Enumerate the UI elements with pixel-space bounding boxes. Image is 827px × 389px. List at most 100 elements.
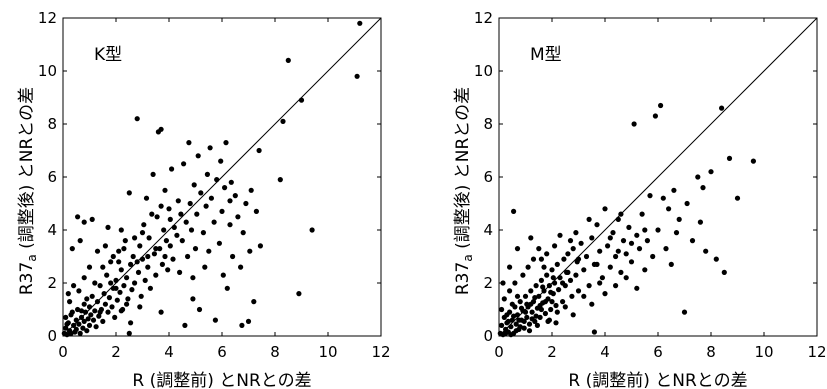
data-point [700,185,706,191]
data-point [726,155,733,161]
data-point [256,147,262,154]
data-point [137,243,143,249]
data-point [719,105,725,111]
data-point [64,321,70,327]
data-point [126,330,132,336]
y-tick-label: 10 [474,62,493,80]
data-point [92,280,98,286]
data-point [63,325,69,331]
data-point [89,293,95,299]
data-point [536,293,542,299]
data-point [100,264,106,270]
data-point [628,240,635,246]
x-tick-label: 8 [270,343,280,361]
x-tick-label: 4 [164,343,174,361]
data-point [510,208,517,214]
data-point [695,174,701,180]
y-tick-label: 12 [474,9,493,27]
reference-line [62,17,382,337]
data-point [228,179,234,185]
data-point [613,253,619,260]
data-point [636,246,643,252]
data-point [203,203,209,209]
panel-label-k: K型 [94,45,122,65]
data-point [116,248,122,254]
y-tick-label: 2 [47,274,57,292]
data-point [703,248,709,254]
data-point [533,313,539,319]
data-point [185,253,191,260]
data-point [524,314,530,320]
data-point [186,140,192,146]
data-point [499,322,505,328]
data-point [514,293,521,299]
data-point [681,309,688,315]
data-point [232,193,238,199]
data-point [552,280,558,286]
data-point [655,227,661,233]
data-point [118,308,124,314]
data-point [538,306,545,313]
data-point [154,214,160,220]
data-point [567,277,574,283]
data-point [631,121,637,127]
data-point [538,256,545,262]
data-point [570,312,576,318]
data-point [191,182,197,188]
data-point [634,232,640,238]
data-point [78,314,85,320]
data-point [121,246,127,252]
data-point [652,113,659,119]
data-point [602,291,608,297]
data-point [128,320,134,326]
data-point [607,235,613,241]
data-point [253,208,259,214]
data-point [689,238,696,244]
data-point [660,195,666,201]
data-point [135,269,142,275]
data-point [684,200,690,207]
data-point [145,253,151,260]
y-tick-label: 0 [47,327,57,345]
x-tick-label: 4 [600,343,610,361]
data-point [309,227,315,233]
data-point [81,301,87,307]
y-axis-label-k: R37a (調整後) とNRとの差 [17,87,39,295]
data-point [97,309,103,315]
data-point [605,243,611,249]
data-point [245,318,252,324]
data-point [671,187,677,193]
data-point [230,253,236,260]
data-point [169,166,175,172]
data-point [174,232,180,238]
data-point [113,277,119,283]
data-point [516,317,522,323]
data-point [578,240,584,246]
data-point [589,301,595,307]
data-point [591,329,598,335]
data-point [639,211,645,217]
data-point [157,246,163,252]
data-point [192,246,199,252]
data-point [150,171,156,177]
data-point [146,235,152,241]
data-point [227,222,233,228]
data-point [171,224,177,230]
data-point [129,287,135,293]
data-point [108,259,114,265]
data-point [132,235,138,241]
data-point [81,318,87,324]
data-point [513,321,519,327]
x-axis-label-k: R (調整前) とNRとの差 [132,371,311,389]
data-point [500,280,506,286]
data-point [567,238,574,244]
x-tick-label: 0 [58,343,68,361]
x-tick-label: 0 [494,343,504,361]
data-point [240,230,246,236]
data-point [224,285,230,291]
data-point [100,318,106,324]
data-point [545,318,551,324]
y-tick-label: 12 [38,9,57,27]
data-point [642,227,648,233]
